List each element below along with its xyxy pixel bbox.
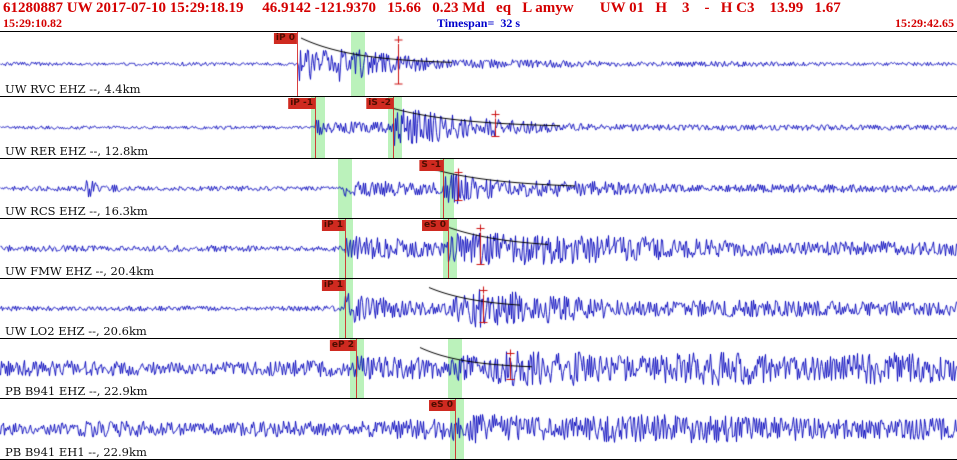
waveform-canvas-uw-fmw-ehz[interactable]	[0, 219, 957, 278]
pick-flag-ip--1[interactable]: iP -1	[288, 98, 315, 109]
waveform-canvas-uw-lo2-ehz[interactable]	[0, 279, 957, 338]
trace-panel-pb-b941-eh1: eS 0 PB B941 EH1 --, 22.9km	[0, 398, 957, 459]
station-label: UW LO2 EHZ --, 20.6km	[5, 324, 147, 338]
pick-flag-is--2[interactable]: iS -2	[366, 98, 393, 109]
window-end-time: 15:29:42.65	[895, 16, 954, 30]
station-label: UW RER EHZ --, 12.8km	[5, 144, 149, 158]
pick-time-line	[455, 399, 456, 459]
waveform-canvas-uw-rvc-ehz[interactable]	[0, 32, 957, 96]
event-summary-header: 61280887 UW 2017-07-10 15:29:18.19 46.91…	[3, 0, 841, 16]
pick-time-line	[443, 159, 444, 218]
station-label: UW RCS EHZ --, 16.3km	[5, 204, 148, 218]
station-label: UW RVC EHZ --, 4.4km	[5, 82, 141, 96]
station-label: UW FMW EHZ --, 20.4km	[5, 264, 155, 278]
trace-panel-uw-fmw-ehz: iP 1 eS 0 UW FMW EHZ --, 20.4km	[0, 218, 957, 278]
trace-panel-uw-rvc-ehz: iP 0 UW RVC EHZ --, 4.4km	[0, 31, 957, 96]
pick-time-line	[297, 32, 298, 96]
station-label: PB B941 EHZ --, 22.9km	[5, 384, 148, 398]
trace-panel-uw-rcs-ehz: S -1 UW RCS EHZ --, 16.3km	[0, 158, 957, 218]
station-label: PB B941 EH1 --, 22.9km	[5, 445, 147, 459]
trace-panel-uw-lo2-ehz: iP 1 UW LO2 EHZ --, 20.6km	[0, 278, 957, 338]
pick-time-line	[315, 97, 316, 158]
timespan-label: Timespan= 32 s	[437, 16, 520, 30]
waveform-canvas-pb-b941-ehz[interactable]	[0, 339, 957, 398]
waveform-canvas-pb-b941-eh1[interactable]	[0, 399, 957, 459]
pick-flag-s--1[interactable]: S -1	[419, 160, 443, 171]
pick-time-line	[345, 279, 346, 338]
pick-time-line	[356, 339, 357, 398]
pick-flag-ip-1[interactable]: iP 1	[321, 280, 345, 291]
waveform-canvas-uw-rcs-ehz[interactable]	[0, 159, 957, 218]
pick-flag-ip-0[interactable]: iP 0	[273, 33, 297, 44]
trace-panel-uw-rer-ehz: iP -1 iS -2 UW RER EHZ --, 12.8km	[0, 96, 957, 158]
pick-flag-ip-1[interactable]: iP 1	[321, 220, 345, 231]
pick-time-line	[393, 97, 394, 158]
trace-panel-pb-b941-ehz: eP 2 PB B941 EHZ --, 22.9km	[0, 338, 957, 398]
time-axis-header: 15:29:10.82 Timespan= 32 s 15:29:42.65	[0, 17, 957, 31]
pick-flag-ep-2[interactable]: eP 2	[329, 340, 356, 351]
pick-flag-es-0[interactable]: eS 0	[422, 220, 448, 231]
trace-list: iP 0 UW RVC EHZ --, 4.4km iP -1 iS -2 UW RER…	[0, 31, 957, 460]
waveform-canvas-uw-rer-ehz[interactable]	[0, 97, 957, 158]
pick-flag-es-0[interactable]: eS 0	[429, 400, 455, 411]
pick-time-line	[345, 219, 346, 278]
pick-time-line	[448, 219, 449, 278]
window-start-time: 15:29:10.82	[3, 16, 62, 30]
